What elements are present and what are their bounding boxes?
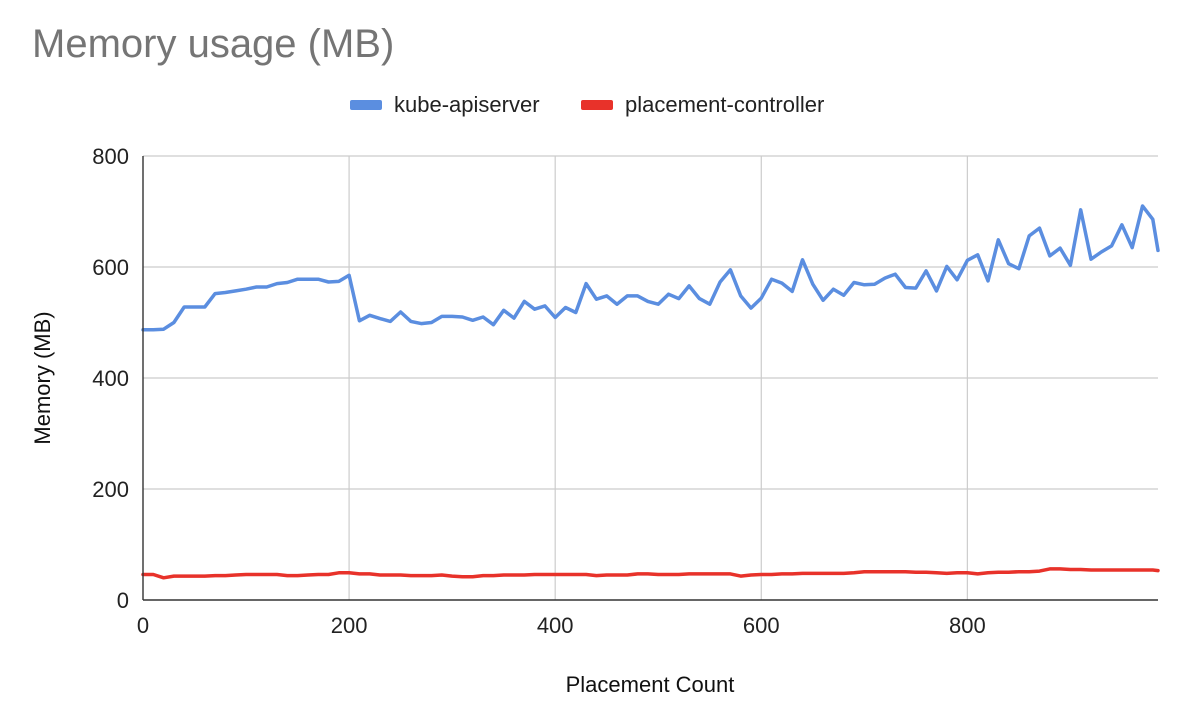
x-tick-label-2: 400 (537, 613, 574, 638)
x-axis-label: Placement Count (566, 672, 735, 697)
legend-swatch-0 (350, 100, 382, 110)
y-tick-label-3: 600 (92, 255, 129, 280)
series-line-1 (141, 567, 1160, 580)
legend-item-0: kube-apiserver (350, 92, 540, 118)
x-tick-label-1: 200 (331, 613, 368, 638)
legend-label-0: kube-apiserver (394, 92, 540, 117)
x-tick-label-0: 0 (137, 613, 149, 638)
tick-labels: 0 200 400 600 800 0 200 400 600 800 (92, 144, 985, 638)
axes (142, 156, 1158, 601)
y-axis-label: Memory (MB) (30, 311, 55, 444)
y-tick-label-4: 800 (92, 144, 129, 169)
series-lines (141, 204, 1160, 580)
chart-title: Memory usage (MB) (32, 22, 395, 66)
y-tick-label-1: 200 (92, 477, 129, 502)
legend-swatch-1 (581, 100, 613, 110)
x-tick-label-4: 800 (949, 613, 986, 638)
y-tick-label-0: 0 (117, 588, 129, 613)
chart-legend: kube-apiserver placement-controller (0, 92, 1180, 118)
legend-label-1: placement-controller (625, 92, 825, 117)
y-tick-label-2: 400 (92, 366, 129, 391)
legend-item-1: placement-controller (581, 92, 824, 118)
x-tick-label-3: 600 (743, 613, 780, 638)
series-line-0 (141, 204, 1160, 332)
gridlines (143, 155, 1158, 600)
